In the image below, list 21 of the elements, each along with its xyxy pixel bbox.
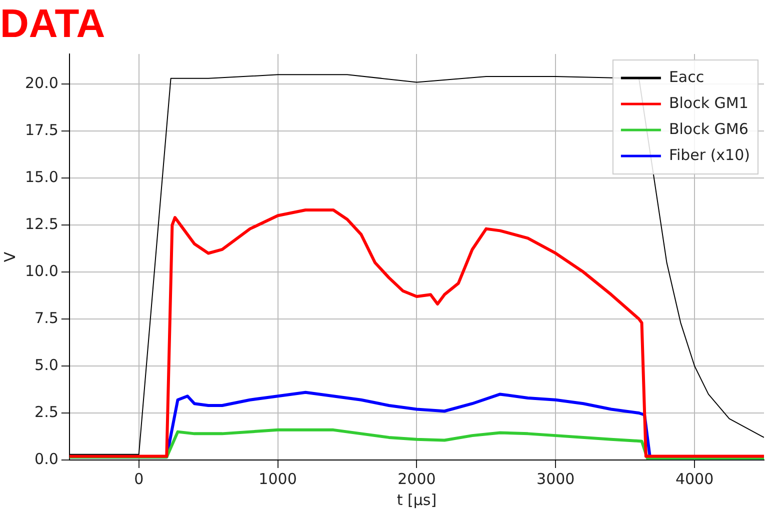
legend-label: Fiber (x10) [668,146,750,164]
y-tick-label: 12.5 [24,214,58,233]
y-tick-label: 0.0 [34,450,58,468]
legend-label: Block GM1 [668,94,748,112]
x-tick-label: 2000 [398,470,436,488]
x-tick-label: 4000 [675,470,714,488]
y-tick-label: 2.5 [34,402,58,421]
y-tick-label: 15.0 [24,168,58,186]
x-tick-label: 3000 [536,470,575,488]
legend-label: Block GM6 [668,120,748,138]
y-tick-label: 5.0 [34,356,58,374]
legend-label: Eacc [668,68,704,86]
x-tick-label: 1000 [258,470,297,488]
y-tick-label: 7.5 [34,308,58,327]
x-tick-label: 0 [134,470,144,488]
chart-title: DATA [0,2,106,46]
y-tick-label: 17.5 [24,120,58,139]
x-axis-title: t [µs] [396,490,437,509]
y-tick-label: 20.0 [24,74,58,92]
y-axis-title: V [0,251,19,262]
y-tick-label: 10.0 [24,262,58,280]
